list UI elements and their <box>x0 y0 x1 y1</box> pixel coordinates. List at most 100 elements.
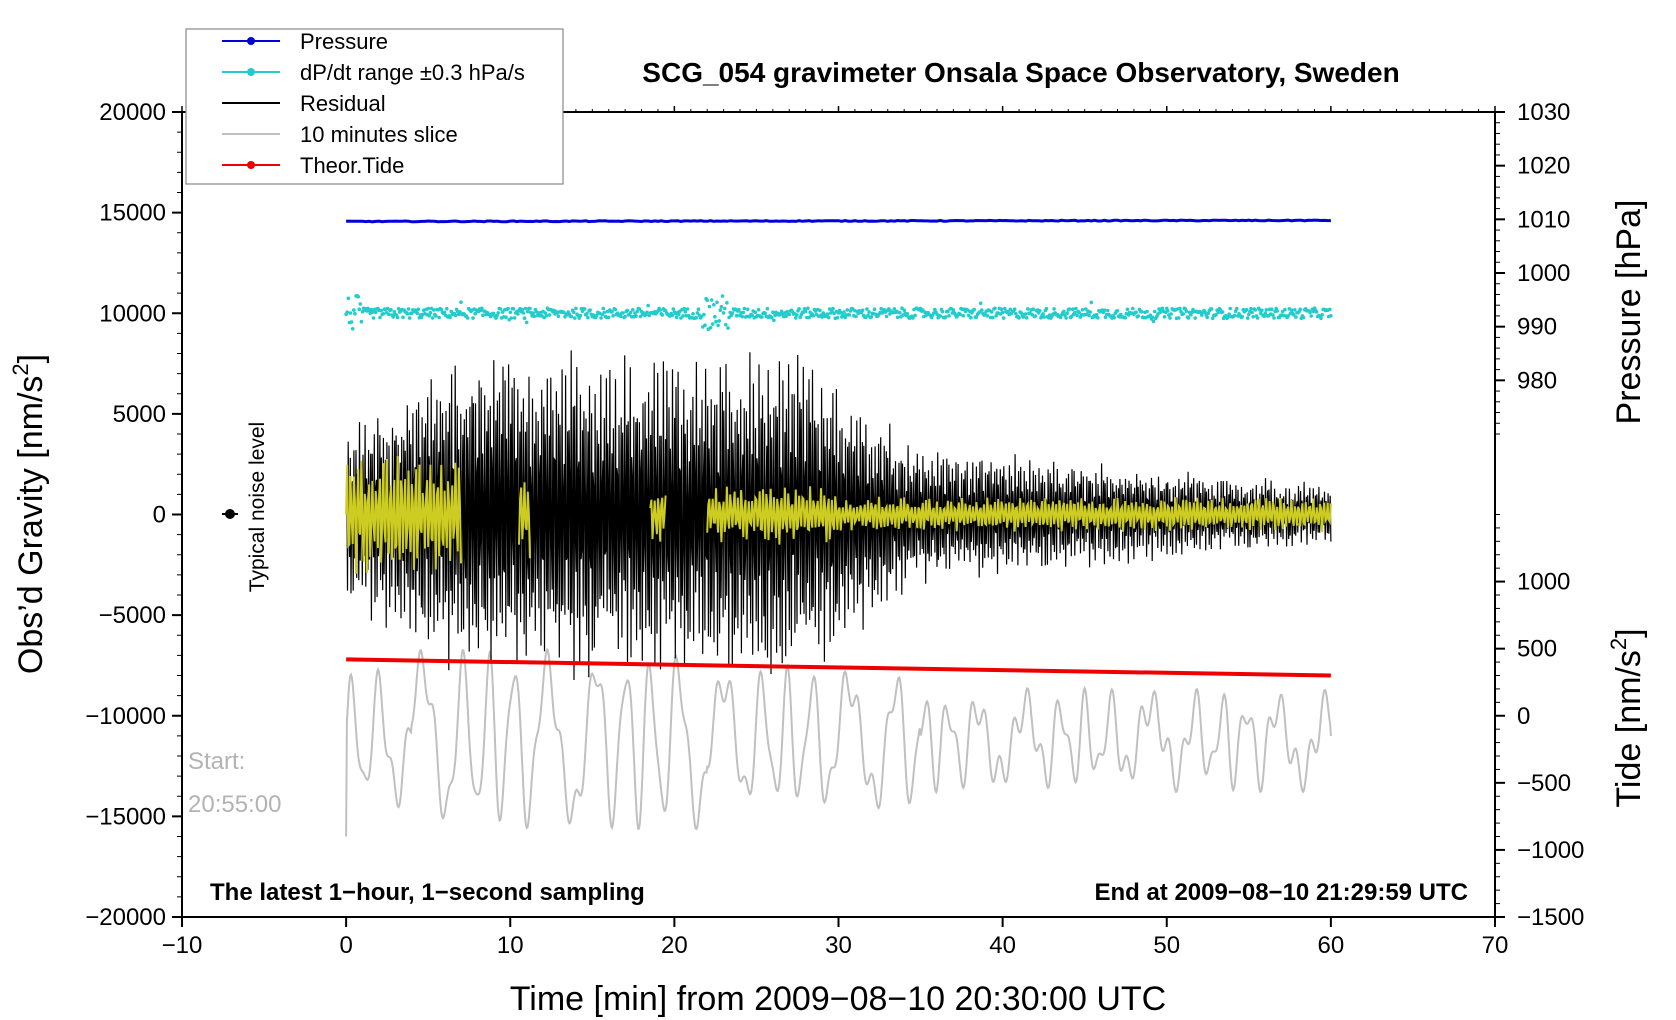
dpdt-point <box>869 315 874 319</box>
dpdt-point <box>1031 307 1036 312</box>
noise-level-label: Typical noise level <box>246 422 269 592</box>
dpdt-point <box>1308 310 1312 315</box>
dpdt-point <box>720 294 725 298</box>
dpdt-point <box>1096 316 1100 320</box>
y-left-tick-label: 0 <box>153 502 166 529</box>
dpdt-point <box>797 307 801 311</box>
legend-label: 10 minutes slice <box>300 122 458 147</box>
dpdt-point <box>1162 315 1167 319</box>
dpdt-point <box>895 315 900 320</box>
dpdt-point <box>1001 316 1006 320</box>
dpdt-point <box>902 308 906 313</box>
dpdt-point <box>1227 312 1231 317</box>
dpdt-point <box>787 312 792 317</box>
dpdt-point <box>594 313 599 318</box>
dpdt-point <box>1240 314 1244 319</box>
dpdt-point <box>449 309 454 314</box>
dpdt-point <box>346 296 351 301</box>
dpdt-point <box>1024 316 1029 320</box>
dpdt-point <box>1291 313 1296 317</box>
dpdt-point <box>740 314 744 319</box>
dpdt-point <box>1044 306 1049 311</box>
dpdt-point <box>999 307 1004 312</box>
dpdt-point <box>1065 311 1069 316</box>
dpdt-point <box>1205 315 1209 320</box>
dpdt-point <box>913 313 917 318</box>
dpdt-point <box>1073 310 1077 315</box>
dpdt-point <box>628 310 633 315</box>
dpdt-point <box>419 315 424 320</box>
dpdt-point <box>634 314 638 318</box>
dpdt-point <box>1216 310 1220 315</box>
dpdt-point <box>428 310 433 315</box>
dpdt-point <box>574 306 578 311</box>
dpdt-point <box>606 315 611 320</box>
dpdt-point <box>532 314 537 319</box>
dpdt-point <box>504 315 508 320</box>
dpdt-point <box>526 309 530 314</box>
dpdt-point <box>818 308 822 313</box>
dpdt-point <box>677 312 681 317</box>
dpdt-point <box>737 307 741 312</box>
dpdt-point <box>1235 306 1239 311</box>
dpdt-point <box>480 306 484 311</box>
dpdt-point <box>381 312 386 316</box>
dpdt-point <box>795 313 799 317</box>
y-tide-tick-label: −1500 <box>1517 904 1584 931</box>
dpdt-point <box>1263 311 1267 316</box>
dpdt-point <box>978 301 983 306</box>
dpdt-point <box>681 314 685 318</box>
dpdt-point <box>1084 307 1088 311</box>
dpdt-point <box>760 315 764 319</box>
dpdt-point <box>1228 306 1232 311</box>
x-tick-label: 50 <box>1153 932 1180 959</box>
dpdt-point <box>401 315 405 320</box>
dpdt-point <box>357 307 362 312</box>
dpdt-point <box>1283 307 1287 312</box>
dpdt-point <box>938 314 943 318</box>
dpdt-point <box>1067 307 1072 311</box>
dpdt-point <box>350 327 355 331</box>
dpdt-point <box>1272 316 1276 320</box>
dpdt-point <box>1250 310 1254 315</box>
dpdt-point <box>911 316 915 320</box>
dpdt-point <box>611 314 615 318</box>
dpdt-point <box>1000 310 1005 315</box>
y-pressure-tick-label: 1030 <box>1517 99 1570 126</box>
dpdt-point <box>500 310 505 314</box>
legend-items: Pressure dP/dt range ±0.3 hPa/s Residual 10… <box>222 29 525 178</box>
y-tide-tick-label: 500 <box>1517 636 1557 663</box>
legend-label: Residual <box>300 91 386 116</box>
dpdt-point <box>578 313 583 318</box>
dpdt-point <box>459 300 463 305</box>
dpdt-point <box>947 314 951 318</box>
dpdt-point <box>1080 308 1085 312</box>
dpdt-point <box>448 315 452 320</box>
dpdt-point <box>969 315 973 320</box>
dpdt-point <box>1301 315 1306 320</box>
dpdt-point <box>771 310 775 315</box>
dpdt-point <box>695 311 700 315</box>
dpdt-point <box>1260 308 1264 313</box>
dpdt-point <box>658 308 662 312</box>
dpdt-point <box>674 315 679 320</box>
dpdt-point <box>509 316 514 320</box>
dpdt-point <box>1064 316 1068 320</box>
x-tick-label: 70 <box>1482 932 1509 959</box>
dpdt-point <box>496 311 501 315</box>
dpdt-point <box>473 311 478 316</box>
dpdt-point <box>1286 314 1290 318</box>
x-tick-label: 10 <box>497 932 524 959</box>
dpdt-point <box>442 310 447 315</box>
dpdt-point <box>1328 307 1332 312</box>
y-pressure-tick-label: 1000 <box>1517 260 1570 287</box>
dpdt-point <box>831 306 835 311</box>
dpdt-point <box>1309 314 1313 318</box>
y-pressure-tick-label: 1020 <box>1517 153 1570 180</box>
dpdt-point <box>1251 315 1255 319</box>
dpdt-point <box>905 312 910 316</box>
dpdt-point <box>872 307 877 312</box>
dpdt-point <box>573 316 577 320</box>
dpdt-point <box>437 315 441 320</box>
dpdt-point <box>1314 310 1319 314</box>
